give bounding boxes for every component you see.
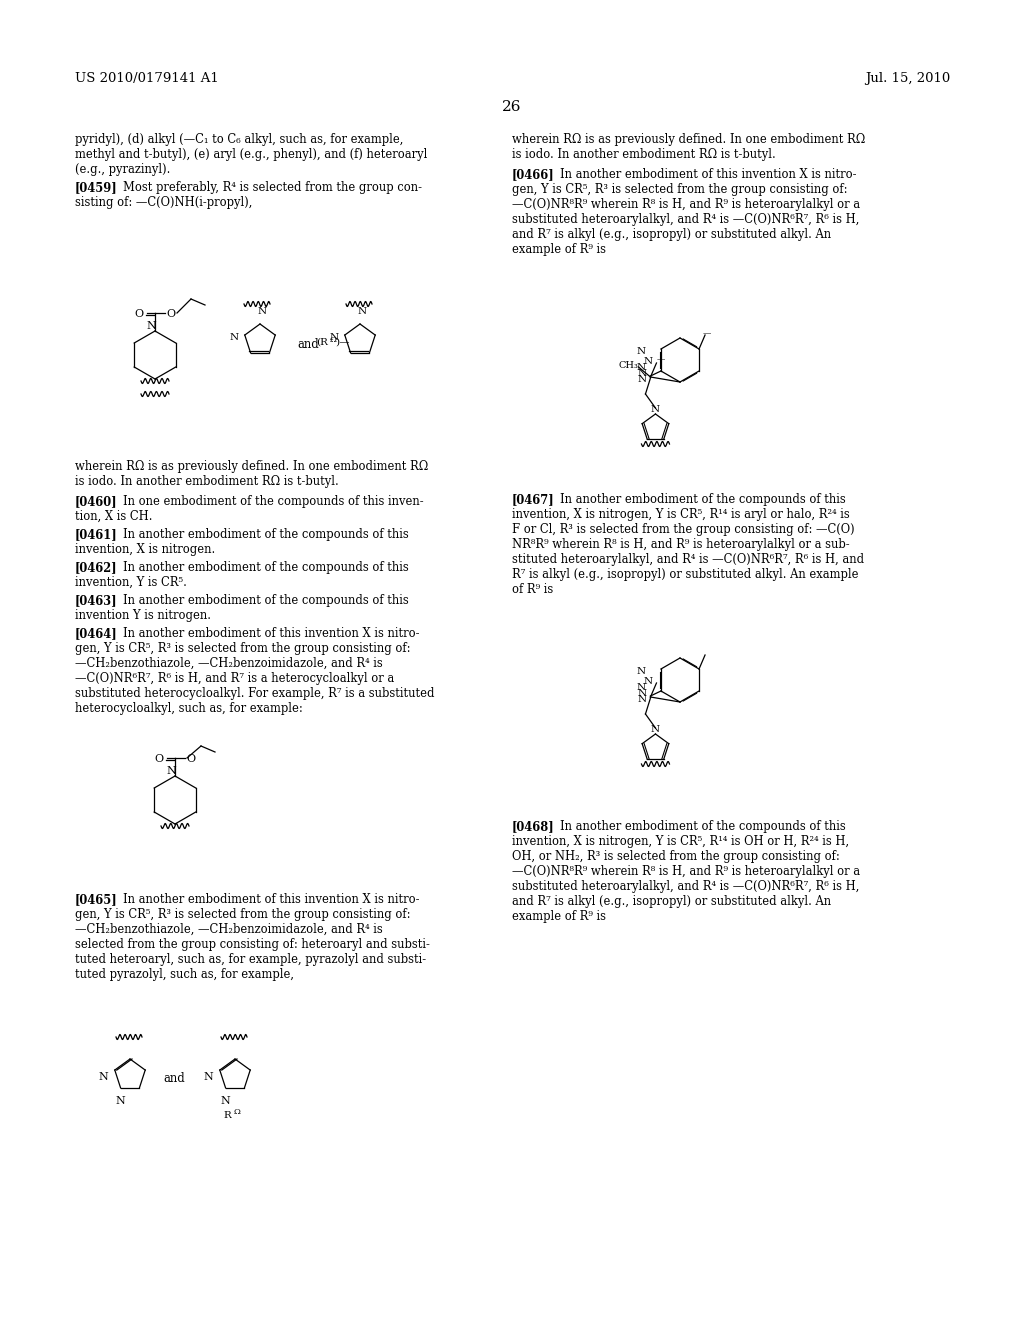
Text: N: N: [330, 333, 339, 342]
Text: invention, X is nitrogen, Y is CR⁵, R¹⁴ is OH or H, R²⁴ is H,: invention, X is nitrogen, Y is CR⁵, R¹⁴ …: [512, 836, 849, 847]
Text: N: N: [651, 404, 660, 413]
Text: Ω: Ω: [330, 337, 337, 345]
Text: [0468]: [0468]: [512, 820, 555, 833]
Text: substituted heteroarylalkyl, and R⁴ is —C(O)NR⁶R⁷, R⁶ is H,: substituted heteroarylalkyl, and R⁴ is —…: [512, 880, 859, 894]
Text: N: N: [203, 1072, 213, 1082]
Text: [0467]: [0467]: [512, 492, 555, 506]
Text: Ω: Ω: [233, 1107, 241, 1115]
Text: —CH₂benzothiazole, —CH₂benzoimidazole, and R⁴ is: —CH₂benzothiazole, —CH₂benzoimidazole, a…: [75, 657, 383, 671]
Text: [0464]: [0464]: [75, 627, 118, 640]
Text: O: O: [167, 309, 175, 319]
Text: O: O: [134, 309, 143, 319]
Text: wherein RΩ is as previously defined. In one embodiment RΩ: wherein RΩ is as previously defined. In …: [512, 133, 865, 147]
Text: N: N: [146, 321, 156, 331]
Text: stituted heteroarylalkyl, and R⁴ is —C(O)NR⁶R⁷, R⁶ is H, and: stituted heteroarylalkyl, and R⁴ is —C(O…: [512, 553, 864, 566]
Text: [0459]: [0459]: [75, 181, 118, 194]
Text: R⁷ is alkyl (e.g., isopropyl) or substituted alkyl. An example: R⁷ is alkyl (e.g., isopropyl) or substit…: [512, 568, 858, 581]
Text: O: O: [186, 754, 196, 764]
Text: N: N: [637, 363, 646, 372]
Text: —: —: [703, 329, 712, 337]
Text: and R⁷ is alkyl (e.g., isopropyl) or substituted alkyl. An: and R⁷ is alkyl (e.g., isopropyl) or sub…: [512, 228, 831, 242]
Text: In one embodiment of the compounds of this inven-: In one embodiment of the compounds of th…: [123, 495, 424, 508]
Text: (e.g., pyrazinyl).: (e.g., pyrazinyl).: [75, 162, 170, 176]
Text: example of R⁹ is: example of R⁹ is: [512, 909, 606, 923]
Text: gen, Y is CR⁵, R³ is selected from the group consisting of:: gen, Y is CR⁵, R³ is selected from the g…: [75, 908, 411, 921]
Text: N: N: [98, 1072, 108, 1082]
Text: methyl and t-butyl), (e) aryl (e.g., phenyl), and (f) heteroaryl: methyl and t-butyl), (e) aryl (e.g., phe…: [75, 148, 427, 161]
Text: —C(O)NR⁶R⁷, R⁶ is H, and R⁷ is a heterocycloalkyl or a: —C(O)NR⁶R⁷, R⁶ is H, and R⁷ is a heteroc…: [75, 672, 394, 685]
Text: R: R: [223, 1110, 230, 1119]
Text: [0460]: [0460]: [75, 495, 118, 508]
Text: —: —: [656, 355, 665, 363]
Text: tuted pyrazolyl, such as, for example,: tuted pyrazolyl, such as, for example,: [75, 968, 294, 981]
Text: heterocycloalkyl, such as, for example:: heterocycloalkyl, such as, for example:: [75, 702, 303, 715]
Text: In another embodiment of the compounds of this: In another embodiment of the compounds o…: [123, 561, 409, 574]
Text: N: N: [638, 370, 647, 379]
Text: is iodo. In another embodiment RΩ is t-butyl.: is iodo. In another embodiment RΩ is t-b…: [75, 475, 339, 488]
Text: N: N: [638, 689, 647, 698]
Text: O: O: [155, 754, 164, 764]
Text: tuted heteroaryl, such as, for example, pyrazolyl and substi-: tuted heteroaryl, such as, for example, …: [75, 953, 426, 966]
Text: US 2010/0179141 A1: US 2010/0179141 A1: [75, 73, 219, 84]
Text: wherein RΩ is as previously defined. In one embodiment RΩ: wherein RΩ is as previously defined. In …: [75, 459, 428, 473]
Text: N: N: [638, 375, 647, 384]
Text: )—: )—: [335, 338, 349, 346]
Text: [0465]: [0465]: [75, 894, 118, 906]
Text: N: N: [638, 694, 647, 704]
Text: sisting of: —C(O)NH(i-propyl),: sisting of: —C(O)NH(i-propyl),: [75, 195, 252, 209]
Text: N: N: [651, 725, 660, 734]
Text: [0462]: [0462]: [75, 561, 118, 574]
Text: —C(O)NR⁸R⁹ wherein R⁸ is H, and R⁹ is heteroarylalkyl or a: —C(O)NR⁸R⁹ wherein R⁸ is H, and R⁹ is he…: [512, 198, 860, 211]
Text: invention, X is nitrogen, Y is CR⁵, R¹⁴ is aryl or halo, R²⁴ is: invention, X is nitrogen, Y is CR⁵, R¹⁴ …: [512, 508, 850, 521]
Text: selected from the group consisting of: heteroaryl and substi-: selected from the group consisting of: h…: [75, 939, 430, 950]
Text: N: N: [644, 677, 653, 686]
Text: In another embodiment of this invention X is nitro-: In another embodiment of this invention …: [123, 627, 420, 640]
Text: F or Cl, R³ is selected from the group consisting of: —C(O): F or Cl, R³ is selected from the group c…: [512, 523, 855, 536]
Text: example of R⁹ is: example of R⁹ is: [512, 243, 606, 256]
Text: (R: (R: [316, 338, 328, 346]
Text: In another embodiment of the compounds of this: In another embodiment of the compounds o…: [560, 820, 846, 833]
Text: substituted heterocycloalkyl. For example, R⁷ is a substituted: substituted heterocycloalkyl. For exampl…: [75, 686, 434, 700]
Text: CH₃: CH₃: [618, 360, 638, 370]
Text: and: and: [297, 338, 318, 351]
Text: N: N: [637, 684, 646, 693]
Text: Jul. 15, 2010: Jul. 15, 2010: [864, 73, 950, 84]
Text: —C(O)NR⁸R⁹ wherein R⁸ is H, and R⁹ is heteroarylalkyl or a: —C(O)NR⁸R⁹ wherein R⁸ is H, and R⁹ is he…: [512, 865, 860, 878]
Text: OH, or NH₂, R³ is selected from the group consisting of:: OH, or NH₂, R³ is selected from the grou…: [512, 850, 840, 863]
Text: In another embodiment of the compounds of this: In another embodiment of the compounds o…: [123, 528, 409, 541]
Text: gen, Y is CR⁵, R³ is selected from the group consisting of:: gen, Y is CR⁵, R³ is selected from the g…: [75, 642, 411, 655]
Text: pyridyl), (d) alkyl (—C₁ to C₆ alkyl, such as, for example,: pyridyl), (d) alkyl (—C₁ to C₆ alkyl, su…: [75, 133, 403, 147]
Text: —CH₂benzothiazole, —CH₂benzoimidazole, and R⁴ is: —CH₂benzothiazole, —CH₂benzoimidazole, a…: [75, 923, 383, 936]
Text: invention Y is nitrogen.: invention Y is nitrogen.: [75, 609, 211, 622]
Text: NR⁸R⁹ wherein R⁸ is H, and R⁹ is heteroarylalkyl or a sub-: NR⁸R⁹ wherein R⁸ is H, and R⁹ is heteroa…: [512, 539, 850, 550]
Text: invention, Y is CR⁵.: invention, Y is CR⁵.: [75, 576, 186, 589]
Text: 26: 26: [502, 100, 522, 114]
Text: gen, Y is CR⁵, R³ is selected from the group consisting of:: gen, Y is CR⁵, R³ is selected from the g…: [512, 183, 848, 195]
Text: In another embodiment of this invention X is nitro-: In another embodiment of this invention …: [123, 894, 420, 906]
Text: Most preferably, R⁴ is selected from the group con-: Most preferably, R⁴ is selected from the…: [123, 181, 422, 194]
Text: invention, X is nitrogen.: invention, X is nitrogen.: [75, 543, 215, 556]
Text: In another embodiment of this invention X is nitro-: In another embodiment of this invention …: [560, 168, 856, 181]
Text: N: N: [257, 308, 266, 317]
Text: is iodo. In another embodiment RΩ is t-butyl.: is iodo. In another embodiment RΩ is t-b…: [512, 148, 776, 161]
Text: N: N: [637, 668, 646, 676]
Text: N: N: [166, 766, 176, 776]
Text: N: N: [357, 308, 367, 317]
Text: tion, X is CH.: tion, X is CH.: [75, 510, 153, 523]
Text: and R⁷ is alkyl (e.g., isopropyl) or substituted alkyl. An: and R⁷ is alkyl (e.g., isopropyl) or sub…: [512, 895, 831, 908]
Text: N: N: [644, 358, 653, 367]
Text: N: N: [115, 1096, 125, 1106]
Text: and: and: [163, 1072, 184, 1085]
Text: [0461]: [0461]: [75, 528, 118, 541]
Text: N: N: [637, 347, 646, 356]
Text: In another embodiment of the compounds of this: In another embodiment of the compounds o…: [123, 594, 409, 607]
Text: In another embodiment of the compounds of this: In another embodiment of the compounds o…: [560, 492, 846, 506]
Text: substituted heteroarylalkyl, and R⁴ is —C(O)NR⁶R⁷, R⁶ is H,: substituted heteroarylalkyl, and R⁴ is —…: [512, 213, 859, 226]
Text: [0463]: [0463]: [75, 594, 118, 607]
Text: [0466]: [0466]: [512, 168, 555, 181]
Text: of R⁹ is: of R⁹ is: [512, 583, 553, 597]
Text: N: N: [220, 1096, 229, 1106]
Text: N: N: [229, 333, 239, 342]
